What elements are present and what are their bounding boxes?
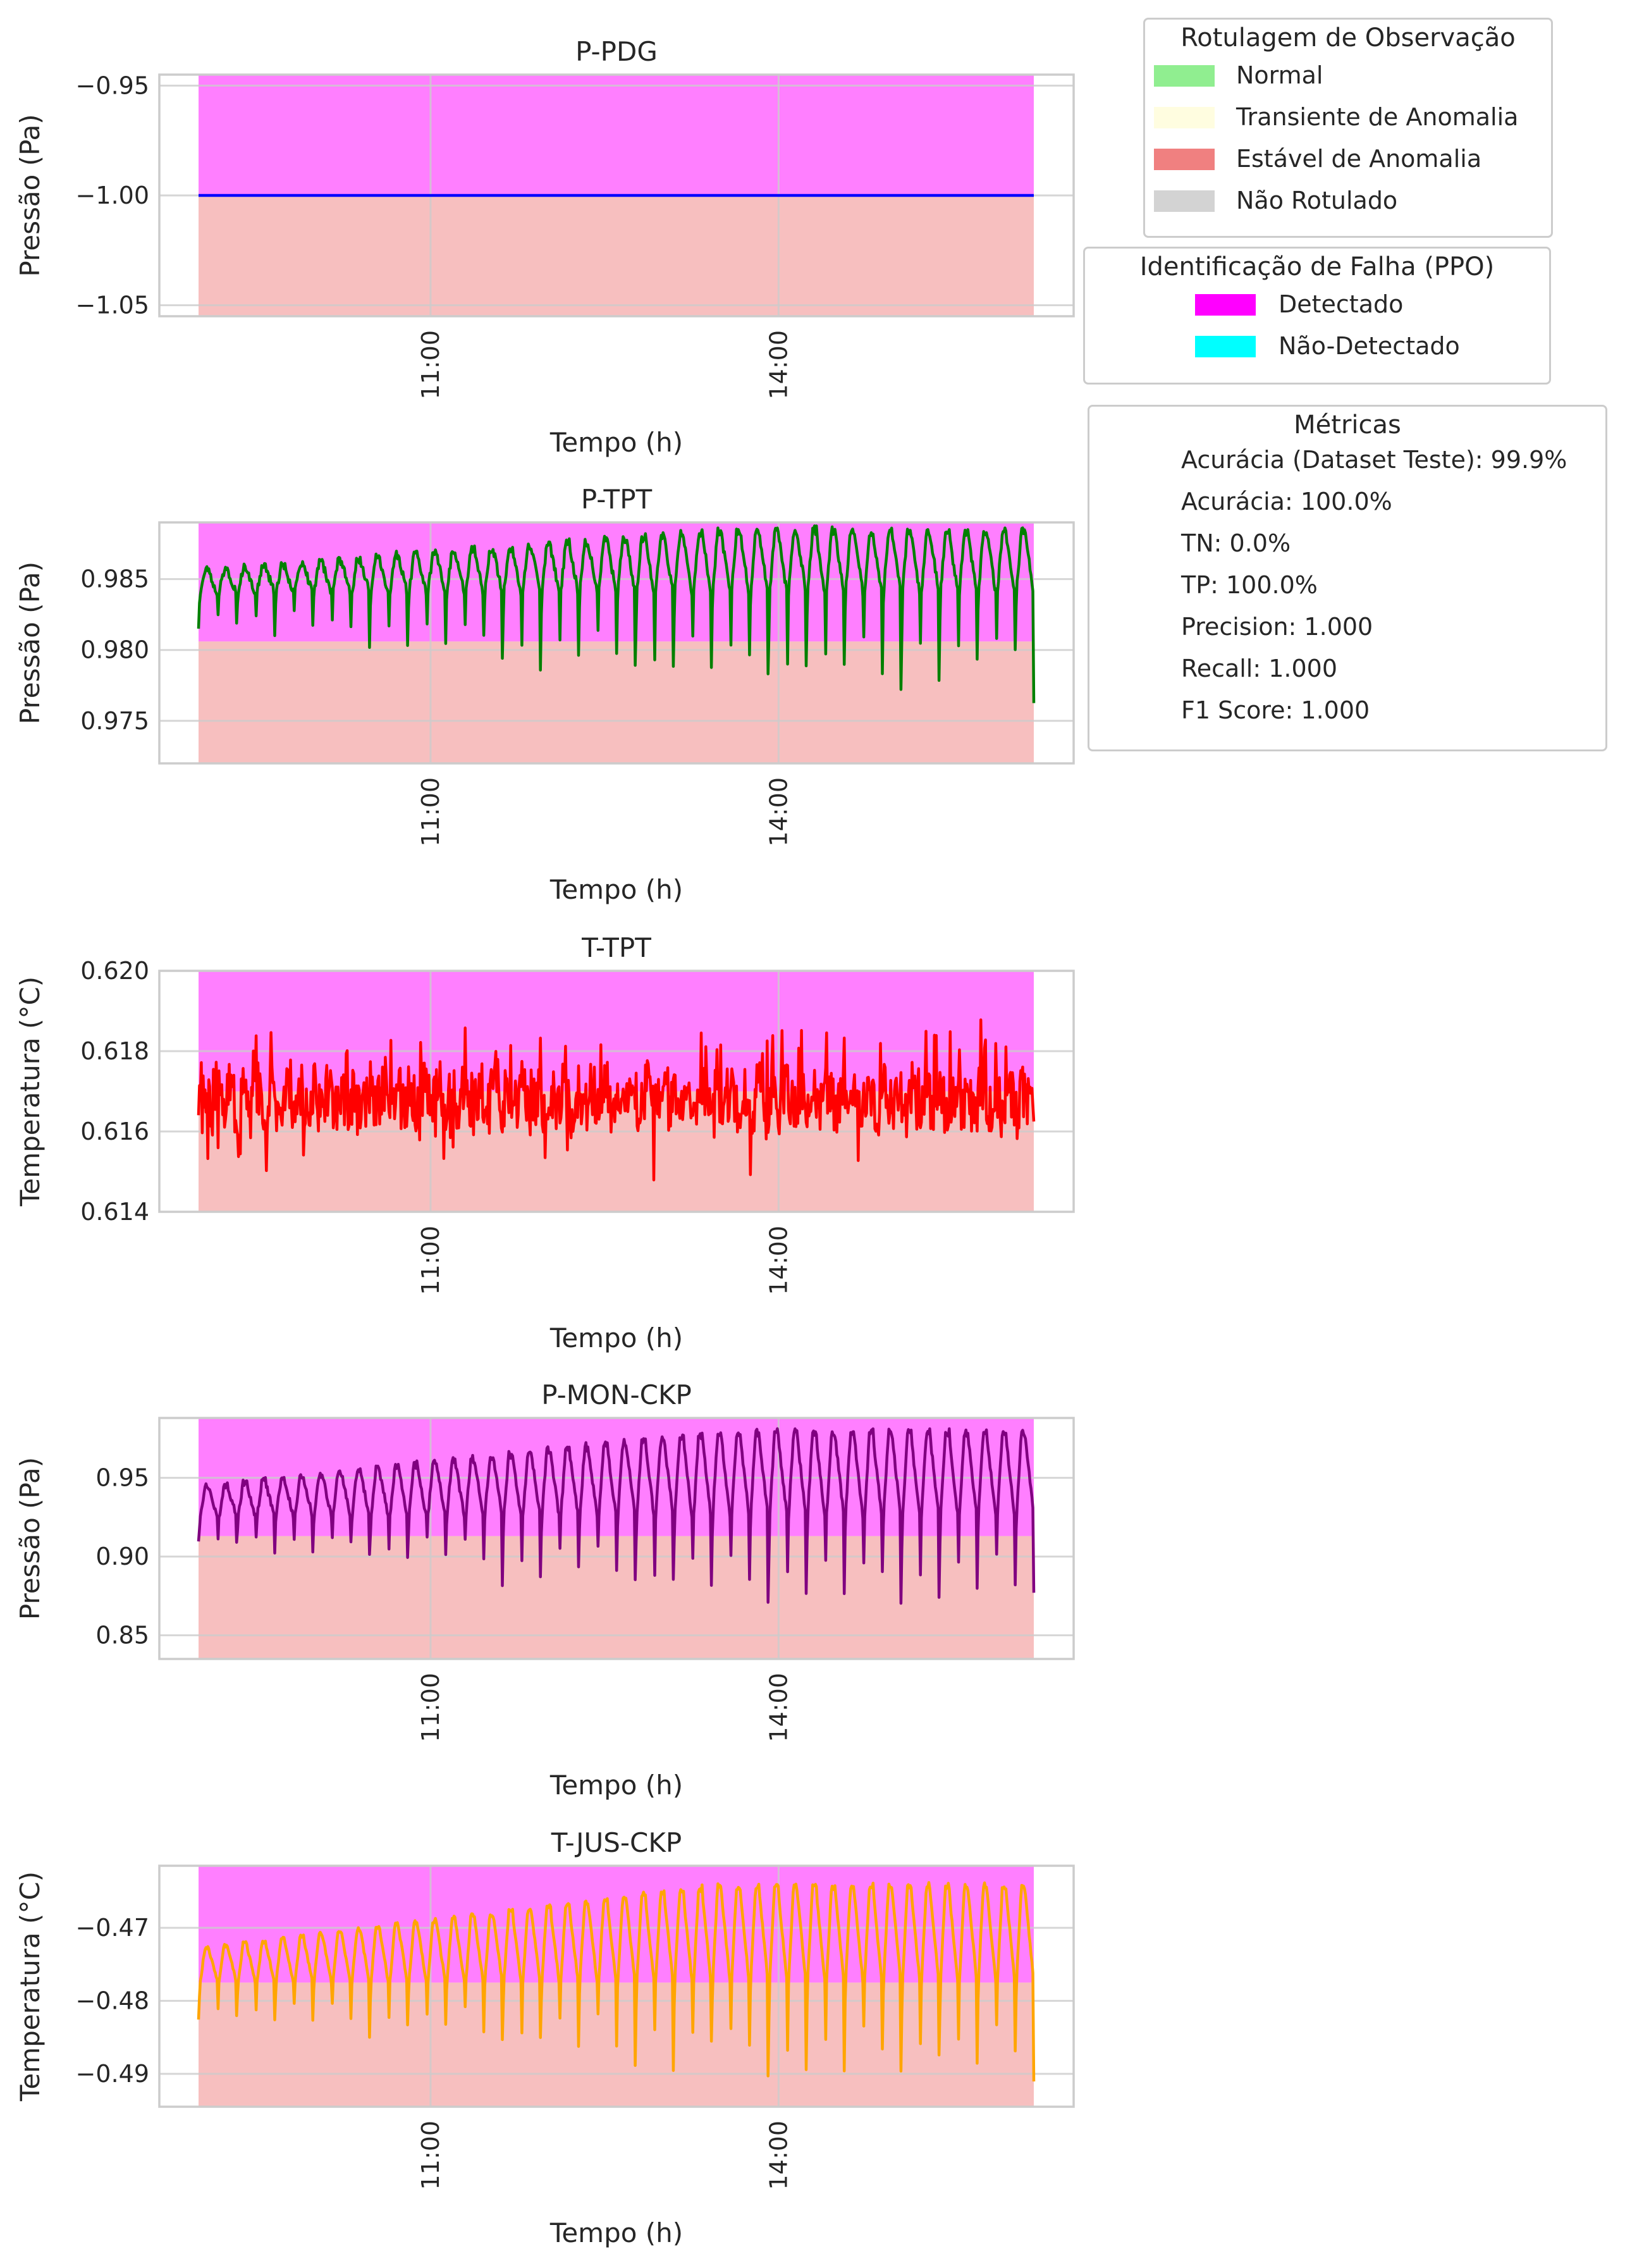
series-line <box>197 1427 1036 1605</box>
y-tick-label: 0.620 <box>80 957 149 985</box>
y-axis-label: Pressão (Pa) <box>15 114 46 276</box>
axes-frame <box>158 970 1075 1213</box>
x-tick-label: 11:00 <box>417 330 445 400</box>
y-tick-label: −0.49 <box>76 2060 149 2088</box>
y-tick-label: 0.95 <box>95 1464 149 1492</box>
y-tick-label: −0.95 <box>76 71 149 99</box>
legend-swatch <box>1154 65 1215 87</box>
metrics-box: Métricas Acurácia (Dataset Teste): 99.9%… <box>1088 405 1607 751</box>
x-tick-label: 14:00 <box>764 1226 792 1295</box>
subplot-title: T-TPT <box>581 932 651 963</box>
subplot-title: T-JUS-CKP <box>551 1827 682 1858</box>
legend-swatch <box>1195 294 1256 316</box>
subplot-p-pdg: −0.95 −1.00 −1.05 11:00 14:00 P-PDG Tempo (h) P… <box>15 36 1075 458</box>
y-axis-label: Pressão (Pa) <box>15 1457 46 1620</box>
x-tick-label: 14:00 <box>764 2121 792 2190</box>
x-axis-label: Tempo (h) <box>549 1322 683 1353</box>
y-tick-label: −1.05 <box>76 292 149 319</box>
axes-frame <box>158 1417 1075 1660</box>
metric-line: F1 Score: 1.000 <box>1181 696 1370 724</box>
y-tick-label: 0.985 <box>80 565 149 593</box>
legend-label: Detectado <box>1279 290 1404 318</box>
axes-frame <box>158 1864 1075 2108</box>
anomaly-stable-band <box>199 641 1034 763</box>
x-tick-label: 11:00 <box>417 2121 445 2190</box>
legend-fault: Identificação de Falha (PPO) Detectado Nã… <box>1083 247 1551 385</box>
x-axis-label: Tempo (h) <box>549 2217 683 2248</box>
legend-swatch <box>1195 336 1256 357</box>
legend-label: Normal <box>1236 61 1323 89</box>
detected-band <box>199 75 1034 195</box>
legend-observation-item: Estável de Anomalia <box>1145 139 1551 180</box>
legend-swatch <box>1154 149 1215 170</box>
series-line <box>197 1018 1036 1181</box>
legend-label: Transiente de Anomalia <box>1236 103 1519 131</box>
series-line <box>197 524 1036 703</box>
legend-observation-item: Não Rotulado <box>1145 180 1551 222</box>
y-tick-label: 0.90 <box>95 1543 149 1570</box>
x-tick-label: 11:00 <box>417 1226 445 1295</box>
metric-line: Acurácia: 100.0% <box>1181 488 1392 515</box>
subplot-title: P-MON-CKP <box>541 1379 692 1410</box>
y-tick-label: 0.614 <box>80 1198 149 1226</box>
legend-observation-item: Normal <box>1145 55 1551 97</box>
subplot-p-tpt: 0.975 0.980 0.985 11:00 14:00 P-TPT Tempo (h) P… <box>15 484 1075 905</box>
subplot-p-mon-ckp: 0.85 0.90 0.95 11:00 14:00 P-MON-CKP Tempo (h)… <box>15 1379 1075 1801</box>
legend-observation-title: Rotulagem de Observação <box>1180 23 1516 52</box>
series-line <box>197 1881 1036 2082</box>
metrics-title: Métricas <box>1294 410 1401 440</box>
y-tick-label: −0.47 <box>76 1914 149 1942</box>
y-tick-label: −0.48 <box>76 1987 149 2015</box>
subplot-t-tpt: 0.614 0.616 0.618 0.620 11:00 14:00 T-TPT Tempo… <box>15 932 1075 1353</box>
metric-line: TN: 0.0% <box>1181 529 1291 557</box>
y-axis-label: Pressão (Pa) <box>15 562 46 724</box>
metric-line: Recall: 1.000 <box>1181 655 1338 682</box>
subplot-title: P-PDG <box>575 36 658 67</box>
legend-label: Não-Detectado <box>1279 332 1460 360</box>
legend-observation: Rotulagem de Observação Normal Transiente… <box>1143 18 1553 238</box>
y-tick-label: 0.85 <box>95 1622 149 1649</box>
y-tick-label: 0.616 <box>80 1118 149 1145</box>
legend-fault-item: Detectado <box>1085 284 1549 326</box>
x-axis-label: Tempo (h) <box>549 1770 683 1801</box>
axes-frame <box>158 73 1075 317</box>
legend-swatch <box>1154 107 1215 128</box>
x-tick-label: 14:00 <box>764 777 792 847</box>
axes-frame <box>158 521 1075 765</box>
y-axis-label: Temperatura (°C) <box>15 1871 46 2102</box>
x-axis-label: Tempo (h) <box>549 874 683 905</box>
legend-fault-item: Não-Detectado <box>1085 326 1549 367</box>
y-tick-label: 0.980 <box>80 636 149 664</box>
legend-label: Estável de Anomalia <box>1236 145 1482 173</box>
y-tick-label: 0.975 <box>80 707 149 735</box>
x-tick-label: 14:00 <box>764 1673 792 1742</box>
legend-swatch <box>1154 190 1215 212</box>
y-tick-label: −1.00 <box>76 182 149 209</box>
detected-band <box>199 971 1034 1092</box>
x-tick-label: 14:00 <box>764 330 792 400</box>
subplot-title: P-TPT <box>581 484 653 515</box>
subplot-t-jus-ckp: −0.47 −0.48 −0.49 11:00 14:00 T-JUS-CKP Tempo … <box>15 1827 1075 2248</box>
anomaly-stable-band <box>199 195 1034 316</box>
x-tick-label: 11:00 <box>417 777 445 847</box>
metric-line: Acurácia (Dataset Teste): 99.9% <box>1181 446 1567 474</box>
legend-observation-item: Transiente de Anomalia <box>1145 97 1551 139</box>
y-tick-label: 0.618 <box>80 1037 149 1065</box>
x-axis-label: Tempo (h) <box>549 427 683 458</box>
metric-line: TP: 100.0% <box>1181 571 1318 599</box>
y-axis-label: Temperatura (°C) <box>15 977 46 1207</box>
x-tick-label: 11:00 <box>417 1673 445 1742</box>
metric-line: Precision: 1.000 <box>1181 613 1373 641</box>
legend-label: Não Rotulado <box>1236 187 1398 214</box>
legend-fault-title: Identificação de Falha (PPO) <box>1139 252 1495 281</box>
